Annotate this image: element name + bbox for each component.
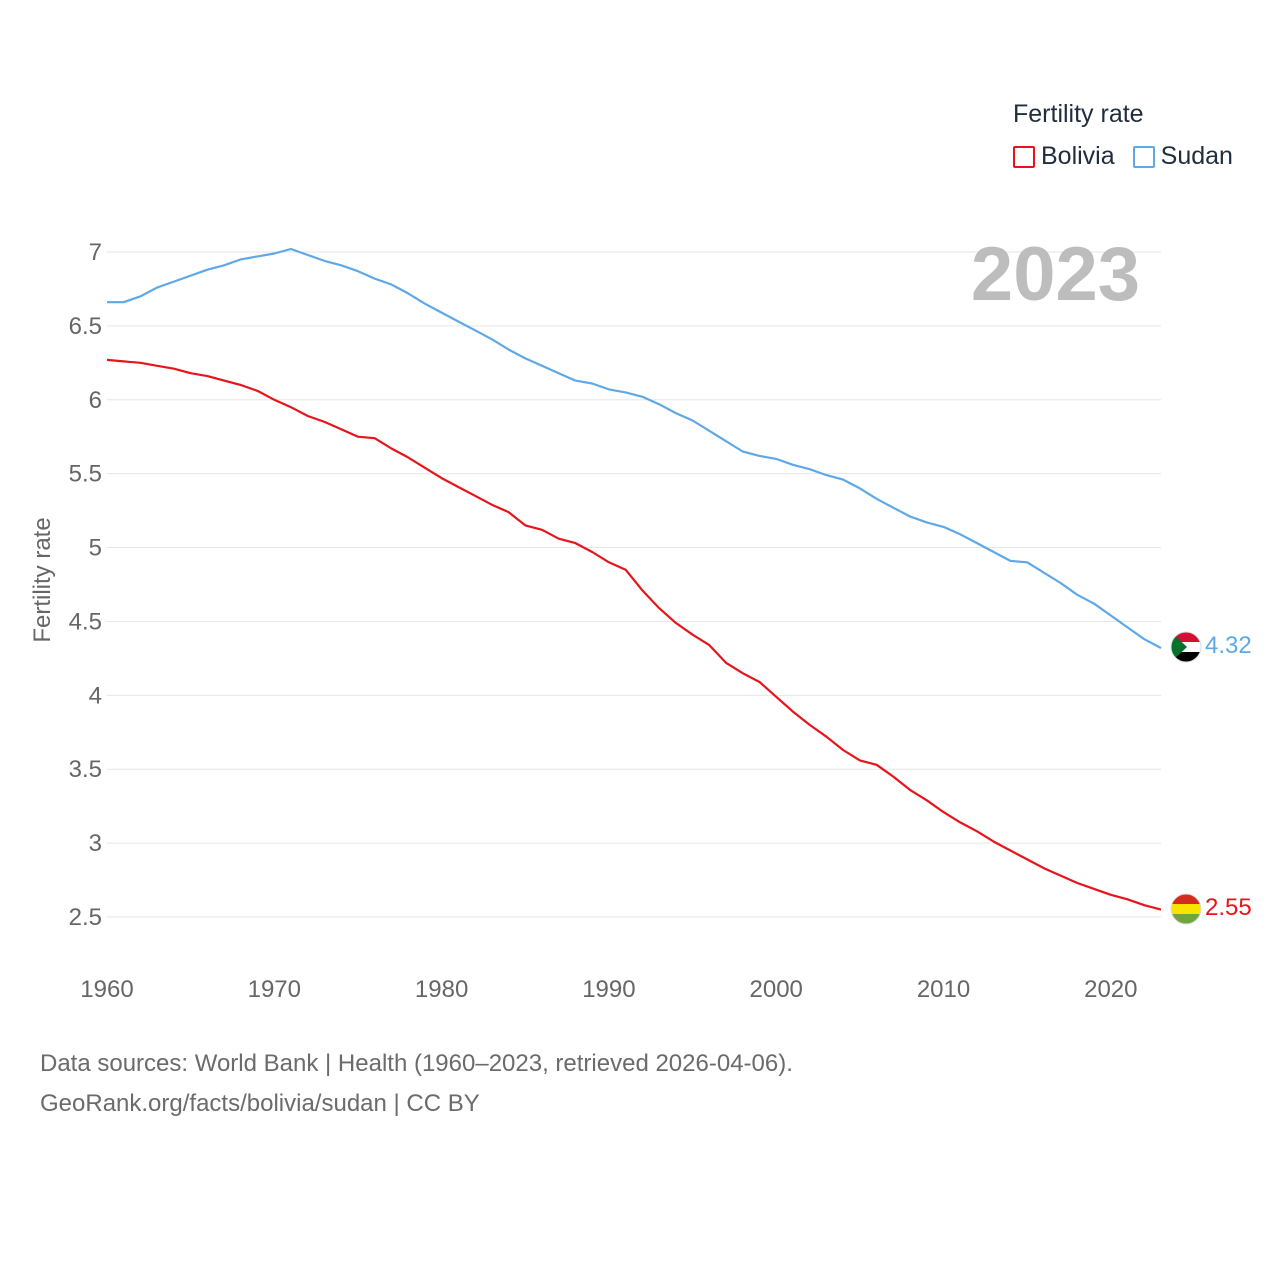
series-line-sudan [107,247,1162,649]
y-tick-label: 4 [89,682,102,709]
y-tick-label: 5 [89,535,102,562]
y-axis-label: Fertility rate [29,517,56,642]
axis-ticks: 2.5 3 3.5 4 4.5 5 5.5 6 6.5 7 1960 1970 1980 1990 2000… [69,239,1138,1003]
bolivia-flag-outline [1170,893,1202,925]
x-tick-label: 1990 [582,976,635,1003]
data-sources-text: Data sources: World Bank | Health (1960–… [40,1050,793,1077]
y-tick-label: 4.5 [69,608,102,635]
x-tick-label: 2010 [917,976,970,1003]
sudan-flag-outline [1170,631,1202,663]
legend-title: Fertility rate [1013,100,1144,128]
y-tick-label: 7 [89,239,102,266]
y-tick-label: 6 [89,387,102,414]
bolivia-flag-icon [1171,894,1201,924]
series-line-bolivia [106,358,1162,911]
x-tick-label: 2000 [750,976,803,1003]
x-tick-label: 2020 [1084,976,1137,1003]
legend-item-sudan[interactable]: Sudan [1132,142,1233,171]
legend: Bolivia Sudan [1013,142,1233,171]
y-tick-label: 5.5 [69,461,102,488]
sudan-end-label: 4.32 [1205,632,1252,659]
bolivia-end-label: 2.55 [1205,894,1252,921]
legend-label-bolivia: Bolivia [1041,142,1115,170]
year-label: 2023 [971,232,1140,317]
y-tick-label: 2.5 [69,904,102,931]
y-tick-label: 3 [89,830,102,857]
sudan-flag-icon [1171,632,1201,662]
legend-item-bolivia[interactable]: Bolivia [1013,142,1115,171]
attribution-text: GeoRank.org/facts/bolivia/sudan | CC BY [40,1090,480,1117]
legend-swatch-bolivia [1013,145,1035,168]
legend-label-sudan: Sudan [1160,142,1233,170]
gridlines [107,251,1161,918]
legend-swatch-sudan [1132,145,1155,168]
x-tick-label: 1960 [80,976,133,1003]
y-tick-label: 6.5 [69,313,102,340]
series-lines [106,247,1162,911]
footer: Data sources: World Bank | Health (1960–… [40,1044,793,1124]
x-tick-label: 1980 [415,976,468,1003]
x-tick-label: 1970 [248,976,301,1003]
y-tick-label: 3.5 [69,756,102,783]
